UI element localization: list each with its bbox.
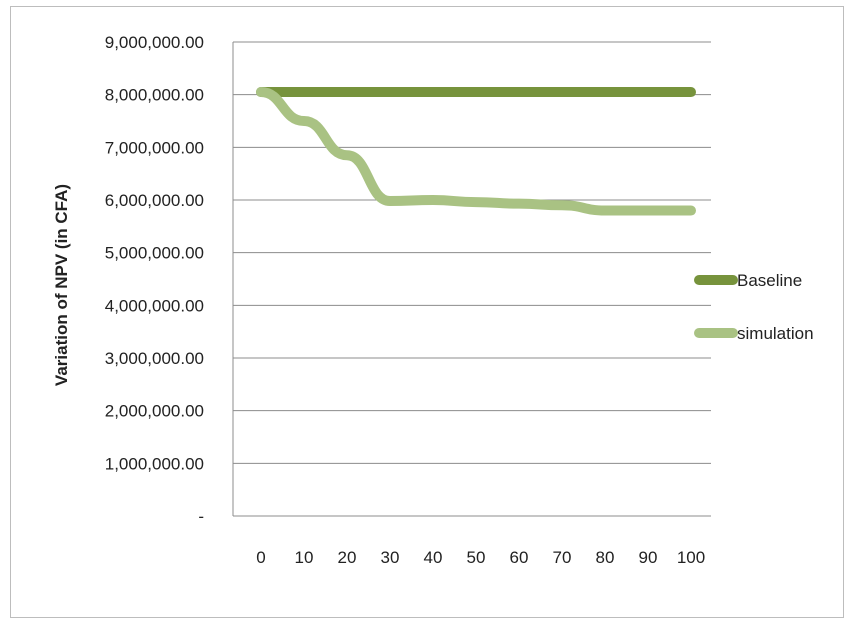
gridlines [233,41,711,464]
x-tick-label: 30 [381,548,400,567]
legend-label-baseline: Baseline [737,271,802,290]
x-tick-label: 20 [338,548,357,567]
y-tick-label: 6,000,000.00 [105,191,204,210]
axes [232,42,711,517]
y-tick-label: 3,000,000.00 [105,349,204,368]
x-tick-label: 50 [467,548,486,567]
y-tick-label: 1,000,000.00 [105,454,204,473]
series-line-simulation [256,87,696,216]
x-tick-label: 60 [510,548,529,567]
x-tick-label: 100 [677,548,705,567]
x-tick-label: 0 [256,548,265,567]
y-tick-label: - [198,507,204,526]
chart-frame: - 1,000,000.00 2,000,000.00 3,000,000.00 4,0… [10,6,844,618]
y-tick-label: 9,000,000.00 [105,33,204,52]
y-tick-label: 2,000,000.00 [105,402,204,421]
x-tick-label: 70 [553,548,572,567]
x-tick-label: 10 [295,548,314,567]
legend: Baseline simulation [694,271,814,343]
series-lines [256,87,696,216]
y-tick-label: 8,000,000.00 [105,86,204,105]
y-axis-title: Variation of NPV (in CFA) [52,184,71,386]
y-tick-label: 5,000,000.00 [105,244,204,263]
x-tick-label: 80 [596,548,615,567]
line-chart: - 1,000,000.00 2,000,000.00 3,000,000.00 4,0… [52,33,814,567]
y-tick-label: 7,000,000.00 [105,138,204,157]
x-tick-label: 90 [639,548,658,567]
y-tick-label: 4,000,000.00 [105,296,204,315]
legend-label-simulation: simulation [737,324,814,343]
x-tick-labels: 0 10 20 30 40 50 60 70 80 90 100 [256,548,705,567]
y-tick-labels: - 1,000,000.00 2,000,000.00 3,000,000.00 4,0… [105,33,204,526]
x-tick-label: 40 [424,548,443,567]
